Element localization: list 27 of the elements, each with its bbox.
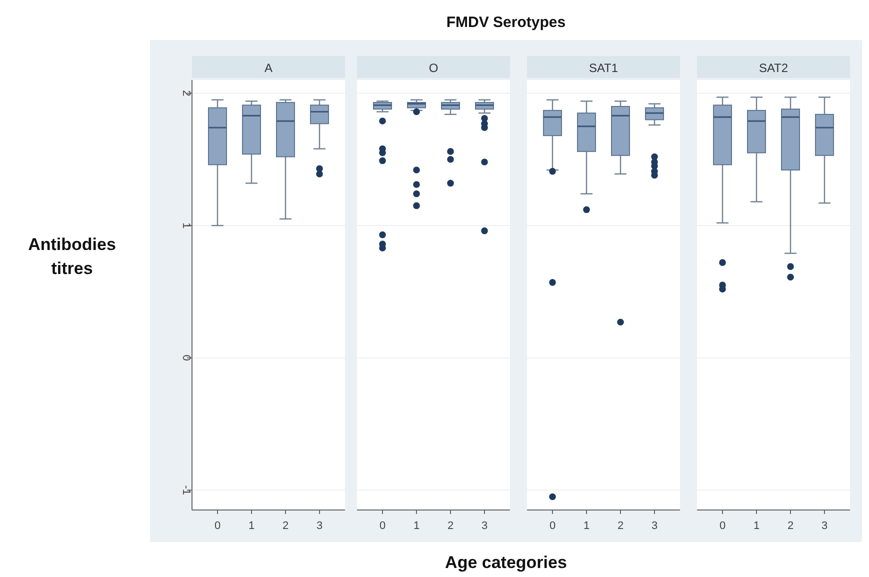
x-tick-label: 2 — [447, 520, 454, 532]
x-tick-label: 0 — [379, 520, 386, 532]
x-tick-label: 2 — [617, 520, 624, 532]
y-tick-label: 1 — [180, 222, 192, 229]
x-tick-label: 0 — [549, 520, 556, 532]
x-tick-label: 1 — [413, 520, 420, 532]
x-tick-label: 2 — [282, 520, 289, 532]
x-tick-label: 3 — [651, 520, 658, 532]
x-tick-label: 3 — [481, 520, 488, 532]
y-axis-title: Antibodies titres — [28, 235, 116, 278]
x-tick-label: 3 — [821, 520, 828, 532]
chart-title: O — [428, 61, 438, 75]
y-tick-label: 0 — [180, 354, 192, 361]
x-tick-label: 0 — [214, 520, 221, 532]
x-tick-label: 2 — [787, 520, 794, 532]
y-tick-label: -1 — [180, 485, 192, 496]
x-tick-label: 1 — [753, 520, 760, 532]
x-tick-label: 1 — [248, 520, 255, 532]
chart-title: SAT1 — [588, 61, 618, 75]
x-axis-title: Age categories — [445, 553, 567, 572]
x-tick-label: 1 — [583, 520, 590, 532]
y-tick-label: 2 — [180, 90, 192, 96]
text: FMDV Serotypes — [446, 14, 566, 31]
chart-title: A — [264, 61, 273, 75]
chart-title: SAT2 — [758, 61, 788, 75]
x-tick-label: 3 — [316, 520, 323, 532]
x-tick-label: 0 — [719, 520, 726, 532]
